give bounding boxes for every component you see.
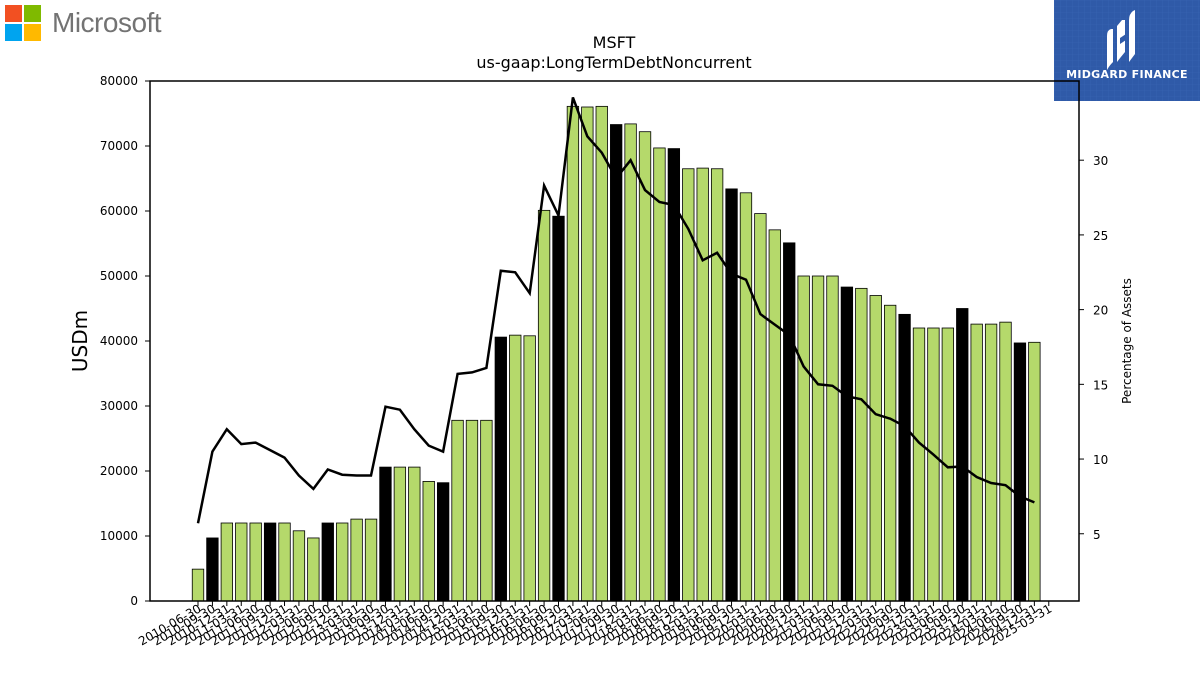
y-tick-label: 60000	[100, 204, 138, 218]
bar	[393, 466, 407, 602]
bar	[840, 286, 854, 602]
logo-green-square	[24, 5, 41, 22]
bar	[191, 568, 205, 602]
bar	[797, 275, 810, 602]
microsoft-wordmark: Microsoft	[52, 7, 162, 38]
bar	[624, 123, 637, 602]
logo-blue-square	[5, 24, 22, 41]
bar	[826, 275, 839, 602]
bar	[436, 482, 450, 602]
bar	[451, 419, 464, 602]
bar	[537, 209, 551, 602]
y-tick-label: 30000	[100, 399, 138, 413]
y-tick-label: 10000	[100, 529, 138, 543]
y-tick-label: 20000	[100, 464, 138, 478]
bar	[566, 105, 580, 602]
y2-tick-label: 5	[1093, 528, 1101, 542]
chart-title: MSFT	[593, 33, 636, 52]
y2-axis-label: Percentage of Assets	[1120, 278, 1134, 404]
y2-tick-label: 15	[1093, 378, 1108, 392]
bar	[307, 537, 320, 602]
bar	[249, 522, 262, 602]
logo-red-square	[5, 5, 22, 22]
bar	[321, 522, 334, 602]
bar	[811, 275, 825, 602]
y-axis-left: 0 10000 20000 30000 40000 50000 60000 70000 8000…	[100, 74, 150, 608]
bar	[927, 327, 940, 602]
bar	[638, 131, 652, 602]
logo-yellow-square	[24, 24, 41, 41]
bar	[1028, 341, 1041, 602]
bar	[912, 327, 926, 602]
y2-tick-label: 20	[1093, 304, 1108, 318]
bar	[898, 313, 911, 602]
bar	[869, 295, 882, 602]
bar	[263, 522, 277, 602]
y-axis-right: 5 10 15 20 25 30	[1079, 154, 1108, 542]
bar-series	[191, 105, 1041, 602]
y-tick-label: 40000	[100, 334, 138, 348]
y-tick-label: 80000	[100, 74, 138, 88]
bar	[494, 336, 507, 602]
bar	[739, 192, 753, 602]
bar	[480, 419, 493, 602]
y-tick-label: 70000	[100, 139, 138, 153]
bar	[710, 168, 724, 602]
bar	[278, 522, 291, 602]
bar	[884, 304, 897, 602]
y-tick-label: 50000	[100, 269, 138, 283]
bar	[509, 334, 522, 602]
bar	[422, 480, 435, 602]
bar	[350, 518, 363, 602]
bar	[970, 323, 983, 602]
bar	[465, 419, 479, 602]
line-series	[196, 96, 1035, 524]
y2-tick-label: 25	[1093, 229, 1108, 243]
bar	[552, 215, 565, 602]
x-axis: 2010-06-302010-09-302010-12-312011-03-31…	[136, 601, 1054, 648]
bar	[235, 522, 248, 602]
bar	[999, 321, 1012, 602]
bar	[220, 522, 233, 602]
bar	[696, 167, 709, 602]
bar	[667, 148, 681, 602]
chart-subtitle: us-gaap:LongTermDebtNoncurrent	[476, 53, 751, 72]
bar	[206, 537, 219, 602]
bar	[379, 466, 392, 602]
bar	[984, 323, 998, 602]
y2-tick-label: 10	[1093, 453, 1108, 467]
y2-tick-label: 30	[1093, 154, 1108, 168]
microsoft-logo: Microsoft	[5, 5, 185, 45]
bar	[581, 106, 594, 602]
midgard-wordmark: MIDGARD FINANCE	[1066, 68, 1188, 81]
bar	[725, 188, 738, 602]
bar	[364, 518, 378, 602]
bar	[610, 124, 623, 602]
bar	[523, 335, 536, 602]
bar	[783, 242, 796, 602]
bar	[653, 147, 666, 602]
bar	[956, 308, 969, 602]
bar	[855, 287, 868, 602]
bar	[408, 466, 421, 602]
bar	[336, 522, 349, 602]
midgard-emblem-icon	[1107, 10, 1135, 70]
y-axis-label: USDm	[68, 310, 92, 372]
bar	[754, 213, 767, 602]
percentage-line	[196, 96, 1035, 524]
bar	[1013, 342, 1027, 602]
bar	[292, 530, 306, 602]
bar	[595, 105, 608, 602]
bar	[768, 229, 781, 602]
bar	[682, 168, 695, 602]
y-tick-label: 0	[130, 594, 138, 608]
